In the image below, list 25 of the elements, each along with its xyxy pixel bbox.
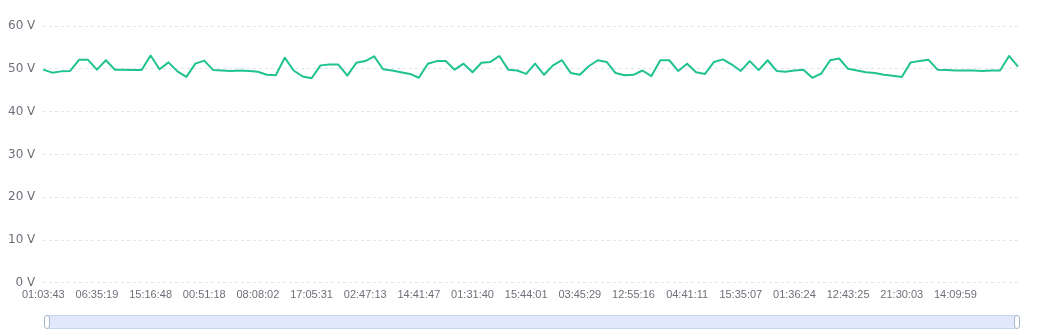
x-tick-label: 02:47:13 [343, 288, 387, 301]
x-tick-label: 12:55:16 [612, 288, 655, 301]
x-tick-label: 15:16:48 [129, 288, 173, 301]
y-tick-label: 10 V [8, 232, 37, 247]
x-tick-label: 06:35:19 [75, 288, 119, 301]
x-tick-label: 14:41:47 [397, 288, 441, 301]
x-tick-label: 17:05:31 [290, 288, 333, 301]
y-tick-label: 60 V [8, 18, 37, 33]
x-tick-label: 01:31:40 [451, 288, 494, 301]
x-tick-label: 03:45:29 [558, 288, 602, 301]
x-tick-label: 14:09:59 [933, 288, 977, 301]
x-tick-label: 00:51:18 [182, 288, 226, 301]
x-tick-label: 04:41:11 [666, 288, 709, 301]
y-tick-label: 30 V [8, 146, 37, 161]
x-tick-label: 15:35:07 [719, 288, 763, 301]
x-tick-label: 08:08:02 [236, 288, 280, 301]
y-tick-label: 0 V [15, 274, 37, 289]
x-tick-label: 21:30:03 [880, 288, 924, 301]
x-tick-label: 01:36:24 [773, 288, 816, 301]
x-tick-label: 01:03:43 [21, 288, 65, 301]
y-tick-label: 40 V [8, 103, 37, 118]
y-tick-label: 20 V [8, 189, 37, 204]
y-tick-label: 50 V [8, 60, 37, 75]
x-tick-label: 12:43:25 [826, 288, 870, 301]
x-tick-label: 15:44:01 [504, 288, 548, 301]
